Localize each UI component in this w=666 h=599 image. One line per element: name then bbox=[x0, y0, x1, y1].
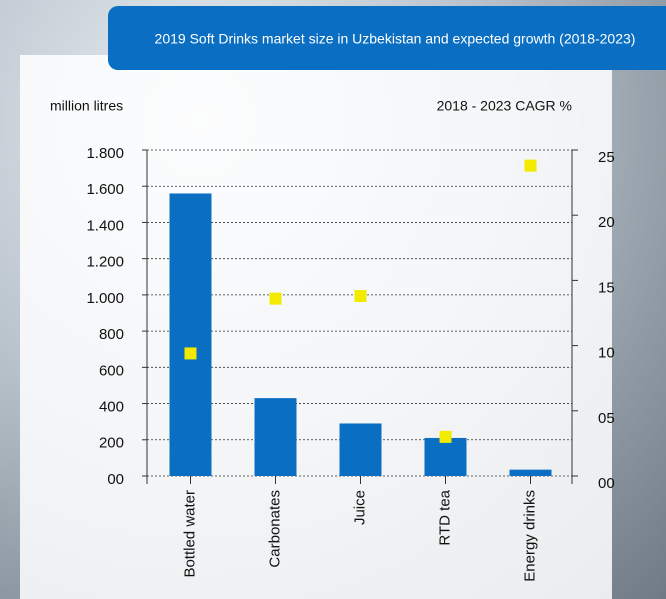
marker bbox=[269, 292, 282, 305]
bar bbox=[509, 469, 552, 476]
y-tick-label: 600 bbox=[99, 362, 124, 379]
marker bbox=[354, 290, 367, 303]
y-tick-label: 1.600 bbox=[86, 181, 124, 198]
marker bbox=[184, 347, 197, 360]
bar bbox=[339, 423, 382, 476]
title-banner bbox=[108, 6, 666, 70]
x-tick-label: Energy drinks bbox=[521, 490, 538, 582]
marker bbox=[524, 159, 537, 172]
bar bbox=[169, 193, 212, 476]
y-tick-label: 1.200 bbox=[86, 254, 124, 271]
y-tick-label: 800 bbox=[99, 326, 124, 343]
x-tick-label: Juice bbox=[351, 490, 368, 525]
y2-axis-label: 2018 - 2023 CAGR % bbox=[437, 98, 572, 114]
y2-tick-label: 25 bbox=[598, 149, 615, 166]
y-tick-label: 00 bbox=[107, 471, 124, 488]
y-axis-label: million litres bbox=[50, 98, 123, 114]
bar bbox=[254, 398, 297, 476]
y2-tick-label: 00 bbox=[598, 475, 615, 492]
y-tick-label: 200 bbox=[99, 435, 124, 452]
y2-tick-label: 05 bbox=[598, 410, 615, 427]
y2-tick-label: 10 bbox=[598, 345, 615, 362]
y-tick-label: 1.400 bbox=[86, 217, 124, 234]
y-tick-label: 1.000 bbox=[86, 290, 124, 307]
y-tick-label: 1.800 bbox=[86, 145, 124, 162]
y2-tick-label: 15 bbox=[598, 279, 615, 296]
marker bbox=[439, 430, 452, 443]
x-tick-label: Bottled water bbox=[181, 490, 198, 578]
x-tick-label: Carbonates bbox=[266, 490, 283, 568]
x-tick-label: RTD tea bbox=[436, 489, 453, 545]
bar bbox=[424, 437, 467, 476]
y2-tick-label: 20 bbox=[598, 214, 615, 231]
y-tick-label: 400 bbox=[99, 399, 124, 416]
panel bbox=[20, 55, 612, 599]
chart-title: 2019 Soft Drinks market size in Uzbekist… bbox=[155, 31, 636, 47]
